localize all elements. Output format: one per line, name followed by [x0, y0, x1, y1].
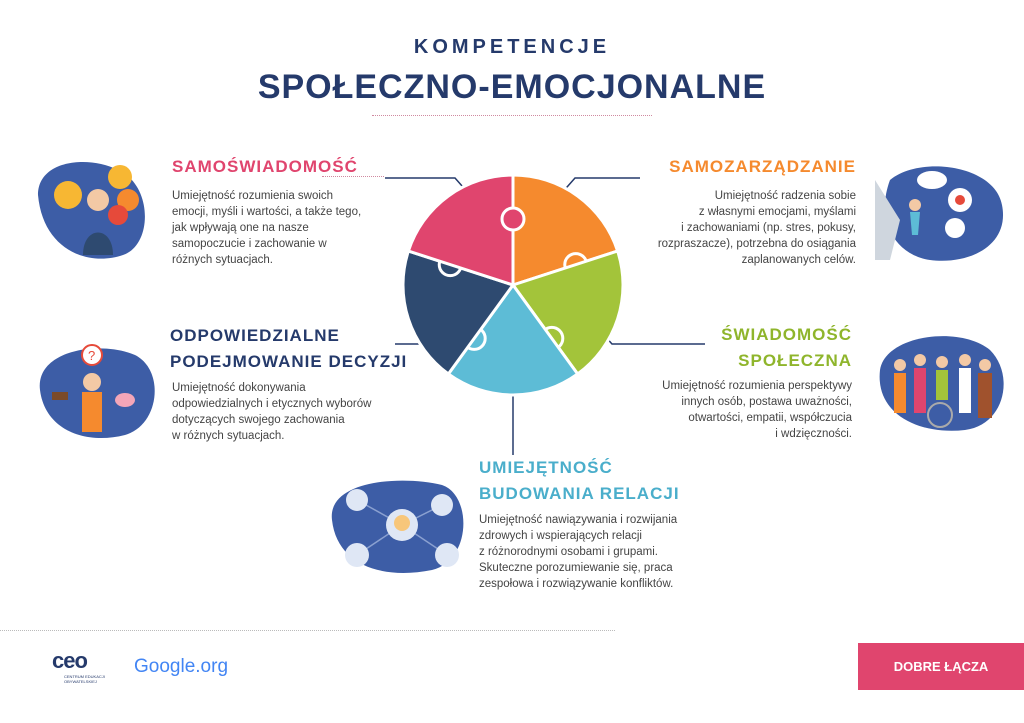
- heading-line: SPOŁECZNA: [738, 351, 852, 370]
- text-line: i zachowaniami (np. stres, pokusy,: [681, 222, 856, 234]
- heading-line: PODEJMOWANIE DECYZJI: [170, 352, 408, 371]
- text-line: rozpraszacze), potrzebna do osiągania: [657, 238, 856, 250]
- ceo-logo-subtitle: OBYWATELSKIEJ: [64, 679, 97, 684]
- text-line: zespołowa i rozwiązywanie konfliktów.: [479, 578, 674, 590]
- text-line: z różnorodnymi osobami i grupami.: [479, 546, 658, 558]
- heading-social-awareness: ŚWIADOMOŚĆ SPOŁECZNA: [721, 322, 852, 374]
- text-line: innych osób, postawa uważności,: [681, 396, 852, 408]
- page-title: SPOŁECZNO-EMOCJONALNE: [257, 68, 767, 106]
- text-line: Umiejętność nawiązywania i rozwijania: [479, 514, 678, 526]
- heading-line: ŚWIADOMOŚĆ: [721, 325, 852, 344]
- text-line: z własnymi emocjami, myślami: [698, 206, 856, 218]
- text-line: Skuteczne porozumiewanie się, praca: [479, 562, 673, 574]
- heading-line: BUDOWANIA RELACJI: [479, 484, 680, 503]
- puzzle-piece-responsible-decisions: [401, 249, 516, 377]
- text-responsible-decisions: Umiejętność dokonywania odpowiedzialnych …: [172, 380, 371, 444]
- text-self-management: Umiejętność radzenia sobie z własnymi emo…: [658, 188, 856, 268]
- text-line: emocji, myśli i wartości, a także tego,: [172, 206, 362, 218]
- text-line: różnych sytuacjach.: [172, 254, 273, 266]
- heading-line: ODPOWIEDZIALNE: [170, 326, 340, 345]
- puzzle-piece-self-management: [511, 173, 620, 288]
- heading-self-management: SAMOZARZĄDZANIE: [669, 157, 856, 176]
- responsible-decisions-illustration: ?: [39, 344, 155, 438]
- text-line: Umiejętność rozumienia perspektywy: [662, 380, 852, 392]
- self-management-illustration: [875, 166, 1004, 261]
- relationship-skills-illustration: [331, 480, 464, 573]
- ceo-logo[interactable]: ceo CENTRUM EDUKACJI OBYWATELSKIEJ: [52, 648, 105, 684]
- self-awareness-illustration: [38, 162, 145, 259]
- text-line: dotyczących swojego zachowania: [172, 414, 345, 426]
- ceo-logo-wordmark: ceo: [52, 648, 88, 673]
- text-line: samopoczucie i zachowanie w: [172, 238, 327, 250]
- text-line: Umiejętność dokonywania: [172, 382, 306, 394]
- footer-divider: [0, 630, 615, 631]
- title-top: KOMPETENCJE: [413, 36, 611, 58]
- puzzle-piece-relationship-skills: [446, 282, 580, 397]
- divider: [372, 115, 652, 116]
- heading-relationship-skills: UMIEJĘTNOŚĆ BUDOWANIA RELACJI: [479, 455, 680, 507]
- text-line: jak wpływają one na nasze: [172, 222, 309, 234]
- social-awareness-illustration: [879, 336, 1004, 431]
- ceo-logo-subtitle: CENTRUM EDUKACJI: [64, 674, 105, 679]
- text-social-awareness: Umiejętność rozumienia perspektywy innych…: [662, 378, 852, 442]
- puzzle-piece-social-awareness: [510, 249, 625, 377]
- text-relationship-skills: Umiejętność nawiązywania i rozwijania zdr…: [479, 512, 677, 592]
- text-line: odpowiedzialnych i etycznych wyborów: [172, 398, 372, 410]
- text-line: zaplanowanych celów.: [741, 254, 856, 266]
- puzzle-tab: [500, 206, 526, 232]
- text-line: i wdzięczności.: [775, 428, 852, 440]
- divider: [322, 176, 384, 177]
- dobre-lacza-button[interactable]: DOBRE ŁĄCZA: [858, 643, 1024, 690]
- puzzle-piece-self-awareness: [406, 173, 515, 288]
- heading-responsible-decisions: ODPOWIEDZIALNE PODEJMOWANIE DECYZJI: [170, 323, 407, 375]
- question-mark-icon: ?: [88, 348, 95, 363]
- google-org-logo[interactable]: Google.org: [134, 656, 229, 677]
- heading-self-awareness: SAMOŚWIADOMOŚĆ: [172, 157, 358, 176]
- text-line: Umiejętność rozumienia swoich: [172, 190, 334, 202]
- text-line: zdrowych i wspierających relacji: [479, 530, 642, 542]
- text-line: w różnych sytuacjach.: [172, 430, 285, 442]
- text-line: Umiejętność radzenia sobie: [714, 190, 856, 202]
- text-self-awareness: Umiejętność rozumienia swoich emocji, myś…: [172, 188, 361, 268]
- text-line: otwartości, empatii, współczucia: [688, 412, 852, 424]
- heading-line: UMIEJĘTNOŚĆ: [479, 458, 613, 477]
